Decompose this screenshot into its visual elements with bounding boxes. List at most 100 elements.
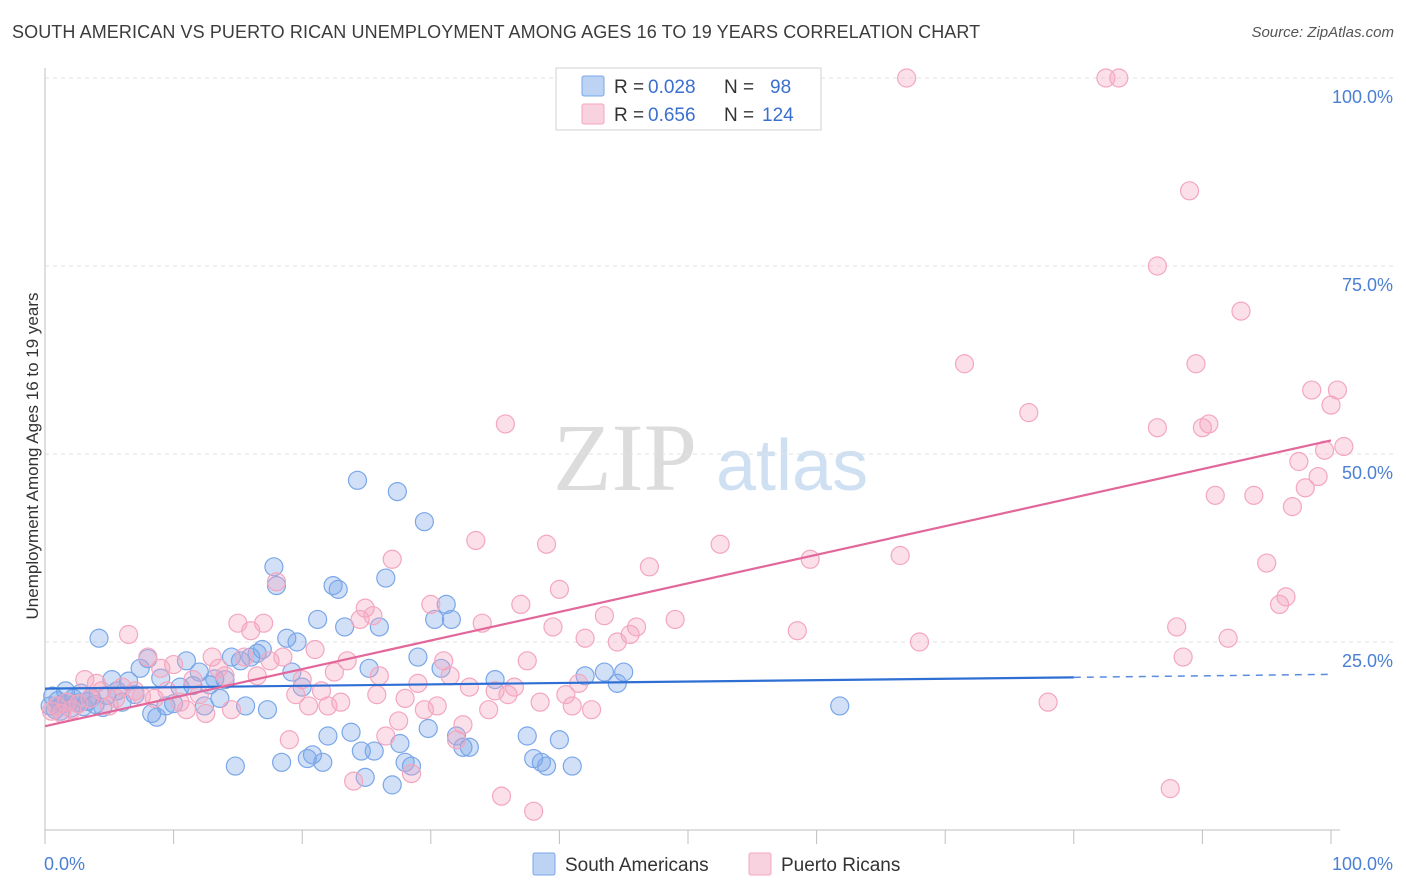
- point-south-americans: [297, 748, 317, 769]
- y-tick-label: 25.0%: [1342, 651, 1393, 671]
- point-puerto-ricans: [1218, 628, 1238, 648]
- point-south-americans: [323, 575, 343, 596]
- series-legend: South Americans Puerto Ricans: [532, 852, 900, 876]
- point-puerto-ricans: [106, 688, 126, 709]
- point-puerto-ricans: [491, 786, 512, 806]
- point-puerto-ricans: [594, 606, 615, 626]
- point-south-americans: [387, 482, 407, 502]
- point-puerto-ricans: [292, 669, 312, 690]
- point-puerto-ricans: [367, 685, 387, 705]
- stats-legend-r-label: R =: [614, 77, 644, 98]
- point-puerto-ricans: [800, 549, 820, 569]
- point-puerto-ricans: [1334, 436, 1354, 457]
- point-puerto-ricans: [1199, 414, 1219, 434]
- point-south-americans: [302, 745, 323, 765]
- chart-source: Source: ZipAtlas.com: [1251, 24, 1394, 41]
- point-puerto-ricans: [517, 651, 537, 671]
- point-puerto-ricans: [498, 685, 518, 705]
- point-puerto-ricans: [1173, 647, 1193, 667]
- point-puerto-ricans: [1308, 466, 1328, 487]
- point-puerto-ricans: [524, 801, 544, 821]
- point-puerto-ricans: [395, 688, 415, 709]
- point-puerto-ricans: [909, 632, 930, 652]
- point-south-americans: [536, 756, 557, 776]
- point-puerto-ricans: [511, 594, 531, 615]
- point-south-americans: [418, 718, 438, 739]
- point-puerto-ricans: [1269, 594, 1290, 615]
- stats-legend-n-value: 124: [762, 105, 794, 126]
- point-puerto-ricans: [247, 666, 267, 686]
- point-puerto-ricans: [530, 692, 550, 712]
- point-puerto-ricans: [189, 685, 209, 705]
- point-south-americans: [272, 752, 292, 772]
- point-puerto-ricans: [331, 692, 351, 712]
- point-south-americans: [425, 609, 445, 630]
- point-puerto-ricans: [369, 666, 389, 686]
- point-puerto-ricans: [639, 557, 660, 577]
- point-puerto-ricans: [1231, 301, 1251, 321]
- point-south-americans: [176, 651, 197, 671]
- point-puerto-ricans: [408, 673, 428, 693]
- point-puerto-ricans: [1295, 478, 1315, 498]
- point-puerto-ricans: [787, 621, 807, 641]
- point-south-americans: [414, 512, 434, 532]
- point-south-americans: [264, 557, 284, 577]
- point-puerto-ricans: [254, 613, 274, 633]
- point-south-americans: [308, 609, 328, 630]
- stats-legend-n-label: N =: [724, 105, 754, 126]
- point-south-americans: [328, 579, 348, 599]
- x-tick-label-left: 0.0%: [44, 854, 85, 874]
- point-puerto-ricans: [897, 68, 917, 88]
- point-puerto-ricans: [389, 711, 409, 731]
- point-puerto-ricans: [1302, 380, 1322, 400]
- point-south-americans: [562, 756, 582, 776]
- point-puerto-ricans: [202, 647, 222, 667]
- point-puerto-ricans: [1160, 779, 1180, 799]
- y-axis-tick-labels: 25.0% 50.0% 75.0% 100.0%: [1332, 87, 1393, 671]
- point-puerto-ricans: [556, 685, 576, 705]
- point-south-americans: [575, 666, 595, 686]
- point-puerto-ricans: [138, 647, 158, 667]
- trend-line-extension-south-americans: [1073, 673, 1332, 679]
- point-puerto-ricans: [324, 662, 344, 682]
- legend-label-puerto-ricans: Puerto Ricans: [781, 855, 900, 876]
- point-south-americans: [614, 662, 634, 682]
- point-puerto-ricans: [305, 639, 325, 660]
- stats-legend-r-value: 0.656: [648, 105, 696, 126]
- point-puerto-ricans: [536, 534, 557, 554]
- point-puerto-ricans: [68, 694, 89, 714]
- point-puerto-ricans: [125, 681, 145, 701]
- point-south-americans: [277, 628, 297, 648]
- point-puerto-ricans: [1205, 485, 1225, 505]
- point-puerto-ricans: [414, 700, 434, 720]
- point-puerto-ricans: [440, 666, 460, 686]
- point-puerto-ricans: [355, 598, 375, 618]
- point-south-americans: [89, 628, 109, 648]
- point-south-americans: [257, 700, 278, 720]
- trend-line-puerto-ricans: [44, 439, 1332, 728]
- point-puerto-ricans: [215, 666, 235, 686]
- point-puerto-ricans: [382, 549, 402, 569]
- y-axis-title: Unemployment Among Ages 16 to 19 years: [23, 293, 42, 620]
- point-puerto-ricans: [209, 658, 229, 678]
- point-puerto-ricans: [479, 700, 499, 720]
- point-puerto-ricans: [1109, 68, 1129, 88]
- point-south-americans: [335, 617, 355, 637]
- point-south-americans: [230, 651, 251, 671]
- point-puerto-ricans: [401, 763, 422, 784]
- point-south-americans: [830, 696, 850, 716]
- x-axis-ticks: [44, 830, 1332, 844]
- point-puerto-ricans: [1167, 617, 1187, 637]
- point-south-americans: [401, 756, 422, 776]
- chart-title: SOUTH AMERICAN VS PUERTO RICAN UNEMPLOYM…: [12, 22, 981, 42]
- point-puerto-ricans: [626, 617, 647, 637]
- y-tick-label: 50.0%: [1342, 463, 1393, 483]
- point-south-americans: [382, 775, 402, 795]
- point-puerto-ricans: [466, 530, 486, 551]
- point-puerto-ricans: [234, 647, 254, 667]
- point-south-americans: [210, 688, 230, 709]
- watermark-atlas: atlas: [716, 426, 868, 506]
- point-south-americans: [355, 767, 375, 787]
- point-south-americans: [436, 594, 456, 615]
- legend-swatch-puerto-ricans: [748, 852, 772, 876]
